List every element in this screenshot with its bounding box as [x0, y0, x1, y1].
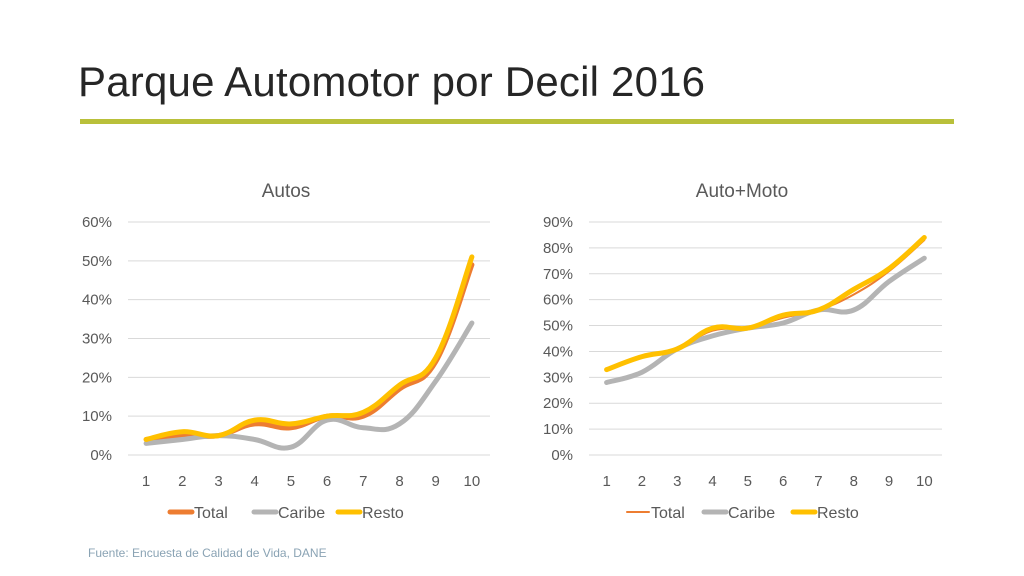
- x-tick-label: 6: [779, 473, 787, 490]
- y-tick-label: 50%: [543, 318, 573, 335]
- x-tick-label: 9: [432, 473, 440, 490]
- legend-label-resto: Resto: [362, 505, 404, 522]
- legend-label-resto: Resto: [817, 505, 859, 522]
- y-tick-label: 0%: [551, 447, 573, 464]
- x-tick-label: 2: [178, 473, 186, 490]
- y-tick-label: 20%: [543, 395, 573, 412]
- legend-label-total: Total: [194, 505, 228, 522]
- x-tick-label: 10: [464, 473, 481, 490]
- y-tick-label: 30%: [82, 331, 112, 348]
- y-tick-label: 40%: [543, 343, 573, 360]
- x-tick-label: 6: [323, 473, 331, 490]
- x-tick-label: 9: [885, 473, 893, 490]
- x-tick-label: 4: [708, 473, 716, 490]
- y-tick-label: 80%: [543, 240, 573, 257]
- y-tick-label: 50%: [82, 253, 112, 270]
- x-tick-label: 10: [916, 473, 933, 490]
- series-line-resto: [143, 254, 475, 442]
- y-tick-label: 30%: [543, 369, 573, 386]
- x-tick-label: 3: [214, 473, 222, 490]
- x-tick-label: 7: [814, 473, 822, 490]
- x-tick-label: 3: [673, 473, 681, 490]
- legend-label-total: Total: [651, 505, 685, 522]
- y-tick-label: 20%: [82, 369, 112, 386]
- y-tick-label: 10%: [82, 408, 112, 425]
- y-tick-label: 70%: [543, 266, 573, 283]
- x-tick-label: 5: [287, 473, 295, 490]
- y-tick-label: 90%: [543, 214, 573, 231]
- series-line-caribe: [604, 255, 927, 385]
- chart-title: Auto+Moto: [696, 181, 788, 202]
- x-tick-label: 8: [395, 473, 403, 490]
- x-tick-label: 2: [638, 473, 646, 490]
- x-tick-label: 5: [744, 473, 752, 490]
- slide-title: Parque Automotor por Decil 2016: [78, 58, 706, 105]
- y-tick-label: 10%: [543, 421, 573, 438]
- title-accent-rule: [80, 119, 954, 124]
- chart-title: Autos: [262, 181, 311, 202]
- series-line-total: [605, 239, 926, 371]
- x-tick-label: 8: [850, 473, 858, 490]
- y-tick-label: 40%: [82, 292, 112, 309]
- x-tick-label: 7: [359, 473, 367, 490]
- y-tick-label: 0%: [90, 447, 112, 464]
- x-tick-label: 1: [142, 473, 150, 490]
- source-footnote: Fuente: Encuesta de Calidad de Vida, DAN…: [88, 546, 327, 560]
- y-tick-label: 60%: [82, 214, 112, 231]
- x-tick-label: 4: [251, 473, 259, 490]
- legend-label-caribe: Caribe: [728, 505, 775, 522]
- series-line-resto: [604, 235, 927, 373]
- y-tick-label: 60%: [543, 292, 573, 309]
- x-tick-label: 1: [602, 473, 610, 490]
- legend-label-caribe: Caribe: [278, 505, 325, 522]
